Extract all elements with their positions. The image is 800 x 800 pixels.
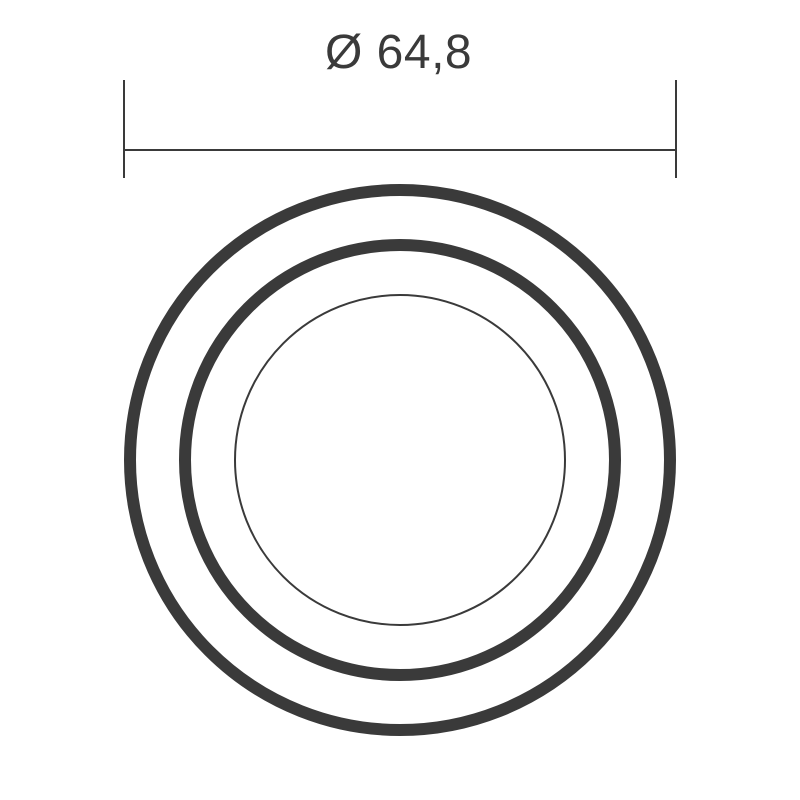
technical-drawing: Ø 64,8 (0, 0, 800, 800)
diameter-label: Ø 64,8 (325, 25, 472, 80)
outer-circle (130, 190, 670, 730)
middle-circle (185, 245, 615, 675)
inner-circle (235, 295, 565, 625)
drawing-svg (0, 0, 800, 800)
